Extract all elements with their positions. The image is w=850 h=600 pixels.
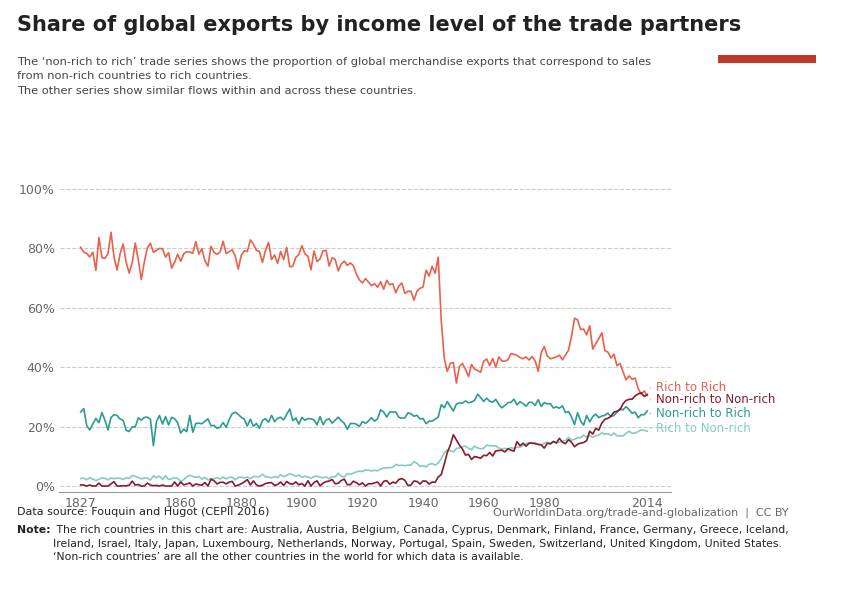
Text: Rich to Rich: Rich to Rich [656, 382, 727, 394]
Text: Data source: Fouquin and Hugot (CEPII 2016): Data source: Fouquin and Hugot (CEPII 20… [17, 507, 269, 517]
Text: Our World: Our World [735, 22, 799, 32]
Text: Non-rich to Rich: Non-rich to Rich [656, 407, 751, 420]
Text: in Data: in Data [745, 38, 790, 49]
Text: Note:: Note: [17, 525, 51, 535]
Text: The ‘non-rich to rich’ trade series shows the proportion of global merchandise e: The ‘non-rich to rich’ trade series show… [17, 57, 651, 96]
Bar [718, 55, 816, 63]
Text: The rich countries in this chart are: Australia, Austria, Belgium, Canada, Cypru: The rich countries in this chart are: Au… [53, 525, 789, 562]
Text: Rich to Non-rich: Rich to Non-rich [656, 422, 751, 434]
Text: OurWorldinData.org/trade-and-globalization  |  CC BY: OurWorldinData.org/trade-and-globalizati… [493, 507, 789, 517]
Text: Non-rich to Non-rich: Non-rich to Non-rich [656, 394, 776, 406]
Text: Share of global exports by income level of the trade partners: Share of global exports by income level … [17, 15, 741, 35]
